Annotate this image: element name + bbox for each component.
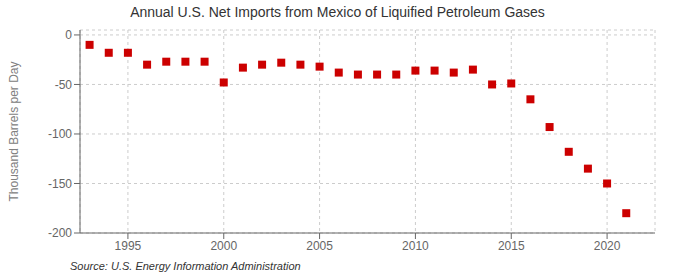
svg-text:2005: 2005 [306,239,333,253]
svg-text:2000: 2000 [210,239,237,253]
svg-text:1995: 1995 [115,239,142,253]
svg-text:0: 0 [65,28,72,42]
html-text:Annual U.S. Net Imports from M: Annual U.S. Net Imports from Mexico of L… [130,4,545,20]
svg-text:2020: 2020 [594,239,621,253]
svg-text:-100: -100 [48,127,72,141]
svg-text:-200: -200 [48,226,72,240]
svg-text:2010: 2010 [402,239,429,253]
svg-text:2015: 2015 [498,239,525,253]
svg-text:-150: -150 [48,177,72,191]
html-text:Source: U.S. Energy Informatio: Source: U.S. Energy Information Administ… [70,260,301,272]
svg-text:Thousand Barrels per Day: Thousand Barrels per Day [8,61,21,201]
svg-text:-50: -50 [55,78,73,92]
